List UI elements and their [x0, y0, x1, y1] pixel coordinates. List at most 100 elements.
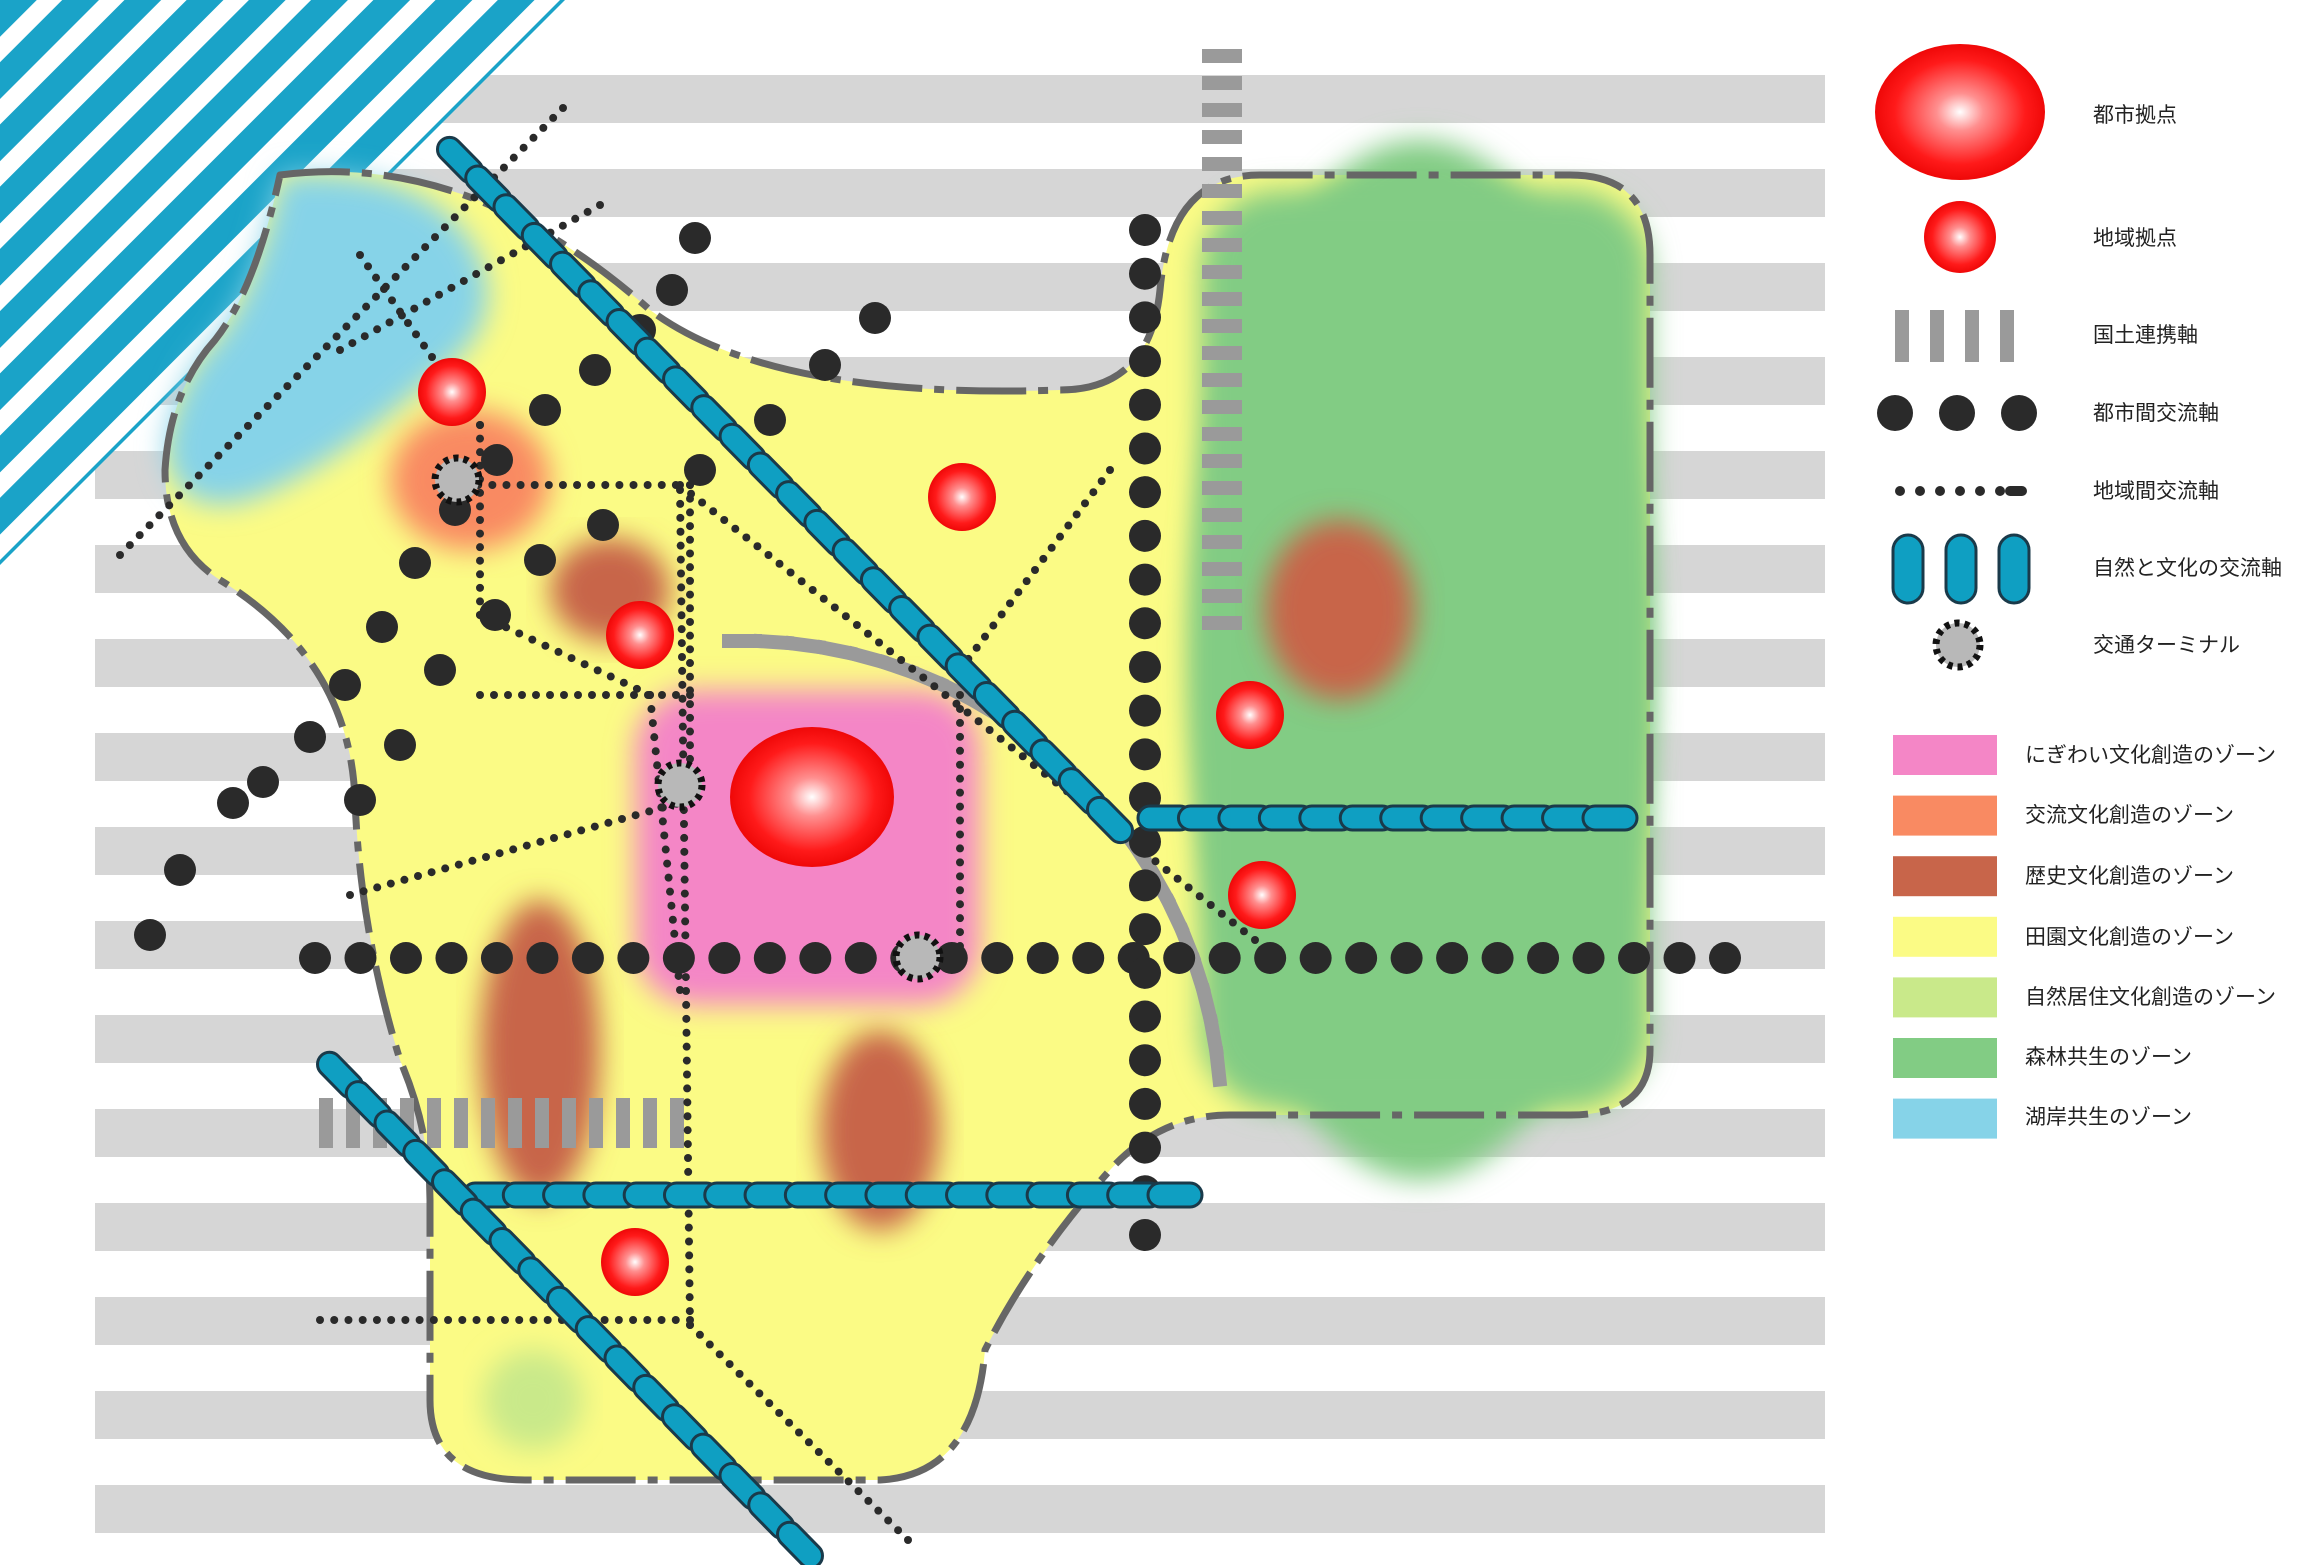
interregional-axis-dot [1039, 554, 1048, 563]
interregional-axis-dot [459, 276, 468, 285]
interregional-axis-dot [720, 516, 729, 524]
interregional-axis-dot [509, 249, 518, 258]
interregional-axis-dot [657, 1316, 666, 1324]
interregional-axis-dot [686, 672, 694, 681]
interregional-axis-dot [580, 660, 589, 669]
interregional-axis-dot [441, 864, 450, 873]
intercity-axis-dot [134, 919, 166, 951]
interregional-axis-dot [616, 691, 624, 699]
interregional-axis-dot [786, 568, 795, 577]
interregional-axis-dot [387, 1316, 396, 1324]
interregional-axis-dot [678, 680, 687, 689]
interregional-axis-dot [643, 1316, 652, 1324]
interregional-axis-dot [956, 844, 964, 853]
city-boundary-line [161, 168, 1654, 1484]
interregional-axis-dot [686, 659, 694, 668]
intercity-axis-dot [529, 394, 561, 426]
interregional-axis-dot [686, 631, 694, 640]
interregional-axis-dot [414, 872, 422, 880]
interregional-axis-dot [651, 747, 660, 756]
intercity-axis-dot [1481, 942, 1514, 974]
interregional-axis-dot [590, 822, 599, 831]
interregional-axis-dot [775, 1408, 784, 1417]
interregional-axis-dot [985, 726, 994, 734]
zone-shizen-kyoju [483, 1350, 583, 1450]
legend-label-zone-rekishi: 歴史文化創造のゾーン [2025, 864, 2234, 888]
interregional-axis-dot [332, 332, 341, 341]
intercity-axis-dot [1129, 476, 1161, 509]
small-dots-icon [1915, 486, 1925, 496]
interregional-axis-dot [415, 1316, 424, 1324]
interregional-axis-dot [686, 590, 694, 599]
intercity-axis-dot [524, 544, 556, 576]
intercity-axis-dot [1299, 942, 1332, 974]
national-axis-bar [1208, 1045, 1228, 1088]
intercity-axis-dot [1129, 563, 1161, 596]
legend-symbols [1875, 44, 2045, 1139]
interregional-axis-dot [1014, 588, 1023, 597]
intercity-axis-dot [294, 721, 326, 753]
interregional-axis-dot [348, 339, 357, 348]
interregional-axis-dot [495, 849, 504, 858]
teal-capsules-icon [1997, 533, 2031, 605]
interregional-axis-dot [397, 311, 406, 320]
interregional-axis-dot [544, 481, 553, 489]
interregional-axis-dot [401, 262, 410, 271]
interregional-axis-dot [956, 816, 964, 825]
interregional-axis-dot [685, 1279, 694, 1288]
interregional-axis-dot [686, 535, 694, 544]
interregional-axis-dot [643, 481, 652, 489]
interregional-axis-dot [686, 700, 694, 709]
interregional-axis-dot [824, 1457, 833, 1466]
interregional-axis-dot [283, 382, 292, 391]
interregional-axis-dot [440, 223, 449, 232]
zone-areas [165, 140, 1650, 1481]
interregional-axis-dot [253, 411, 262, 420]
interregional-axis-dot [509, 153, 518, 162]
interregional-axis-dot [681, 903, 689, 912]
interregional-axis-dot [755, 1389, 764, 1398]
national-axis-bar [1202, 238, 1242, 252]
small-dots-icon [1935, 486, 1945, 496]
national-axis-bar [562, 1098, 576, 1148]
interregional-axis-dot [709, 507, 718, 516]
intercity-axis-dot [1129, 869, 1161, 902]
intercity-axis-dot [1129, 1131, 1161, 1164]
interregional-axis-dot [676, 513, 685, 522]
interregional-axis-dot [684, 1223, 693, 1232]
terminal-ring [431, 454, 483, 506]
interregional-axis-dot [686, 522, 694, 531]
axes-layer [116, 49, 1741, 1565]
interregional-axis-dot [519, 143, 528, 152]
interregional-axis-dot [536, 837, 545, 846]
large-dots-icon [1877, 395, 1913, 431]
legend-label-interregional-axis: 地域間交流軸 [2093, 479, 2219, 503]
interregional-axis-dot [388, 296, 396, 305]
interregional-axis-dot [852, 621, 861, 629]
interregional-axis-dot [956, 691, 964, 699]
interregional-axis-dot [563, 830, 572, 839]
interregional-axis-dot [629, 481, 638, 489]
interregional-axis-dot [764, 551, 773, 559]
interregional-axis-dot [1184, 883, 1193, 892]
interregional-axis-dot [677, 569, 685, 578]
interregional-axis-dot [683, 1084, 692, 1093]
intercity-axis-dot [389, 942, 422, 974]
regional-hub-marker [601, 1228, 669, 1296]
interregional-axis-dot [539, 123, 548, 132]
interregional-axis-dot [682, 1014, 691, 1023]
national-axis-bar [1202, 184, 1242, 198]
interregional-axis-dot [360, 332, 369, 341]
interregional-axis-dot [735, 1369, 744, 1378]
interregional-axis-dot [600, 1316, 609, 1324]
interregional-axis-dot [476, 543, 484, 552]
interregional-axis-dot [677, 611, 686, 620]
small-dots-icon [1955, 486, 1965, 496]
interregional-axis-dot [504, 691, 512, 699]
interregional-axis-dot [997, 610, 1006, 619]
national-axis-bar [643, 1098, 657, 1148]
interregional-axis-dot [516, 481, 525, 489]
interregional-axis-dot [676, 986, 684, 994]
regional-hub-marker [1216, 681, 1284, 749]
intercity-axis-dot [981, 942, 1014, 974]
